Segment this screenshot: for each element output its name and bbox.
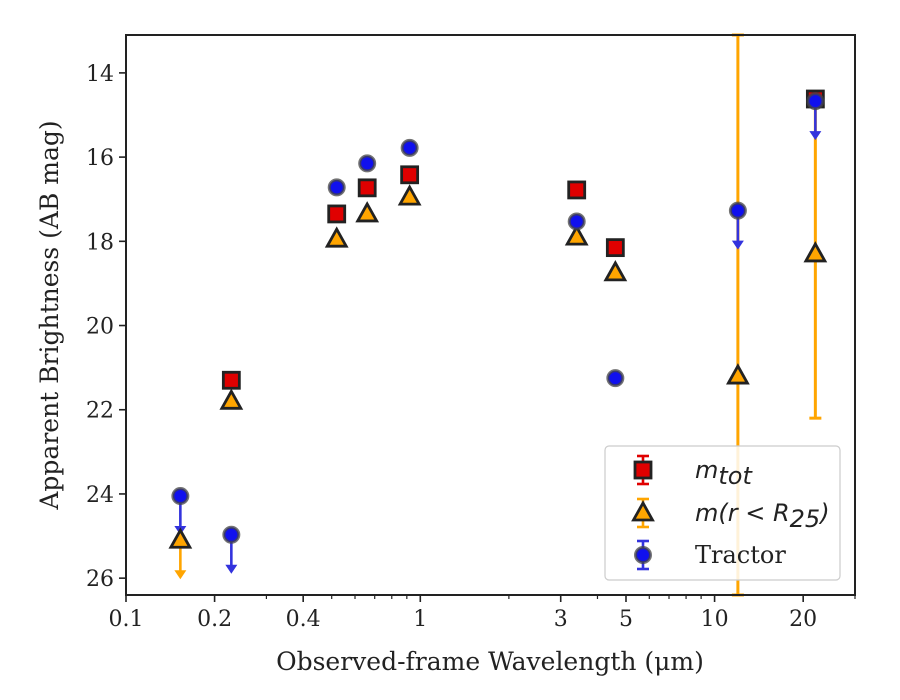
legend-marker [633, 460, 653, 480]
y-tick-label: 14 [86, 62, 114, 87]
marks-layer [168, 33, 828, 597]
y-tick-label: 26 [86, 567, 114, 592]
legend-items: mtot m(r < R25) Tractor [631, 454, 830, 571]
tractor-point [400, 138, 419, 157]
tractor-limit-arrow-head [809, 131, 822, 141]
legend-label: m(r < R25) [695, 499, 830, 533]
tractor-point [358, 154, 377, 173]
y-tick-label: 16 [86, 146, 114, 171]
mr25-point [803, 241, 828, 263]
legend-label: mtot [695, 456, 753, 490]
plot-frame [125, 34, 856, 596]
x-tick-label: 10 [701, 607, 729, 632]
tractor-limit-arrow-head [731, 240, 744, 250]
tractor-point [728, 201, 747, 220]
tractor-point [222, 525, 241, 544]
mr25-point [219, 388, 244, 410]
tractor-point [806, 92, 825, 111]
y-tick-label: 24 [86, 483, 114, 508]
x-tick-label: 5 [619, 607, 633, 632]
y-tick-label: 22 [86, 399, 114, 424]
tractor-point [171, 487, 190, 506]
mr25-point [324, 226, 349, 248]
y-tick-label: 20 [86, 315, 114, 340]
mtot-point [327, 204, 347, 224]
mr25-point [168, 527, 193, 549]
tractor-limit-arrow-head [225, 564, 238, 574]
tractor-point [567, 212, 586, 231]
mr25-limit-arrow-head [174, 570, 187, 580]
mr25-point [355, 201, 380, 223]
mtot-point [567, 180, 587, 200]
mtot-point [357, 178, 377, 198]
x-tick-label: 20 [789, 607, 817, 632]
x-axis-label: Observed-frame Wavelength (μm) [276, 647, 704, 676]
mr25-point [603, 260, 628, 282]
x-tick-label: 0.1 [109, 607, 144, 632]
mtot-point [221, 370, 241, 390]
x-tick-label: 1 [413, 607, 427, 632]
x-tick-label: 3 [554, 607, 568, 632]
legend-label: Tractor [695, 541, 786, 569]
mtot-point [605, 238, 625, 258]
ticks-layer: 0.1 0.2 0.4 1 3 5 10 20 14 16 18 20 22 24 26 [86, 62, 856, 632]
mr25-point [397, 184, 422, 206]
legend-marker [631, 500, 655, 522]
x-tick-label: 0.2 [197, 607, 232, 632]
legend: mtot m(r < R25) Tractor [604, 445, 841, 581]
y-axis-label: Apparent Brightness (AB mag) [35, 120, 64, 510]
y-tick-label: 18 [86, 230, 114, 255]
mtot-point [400, 165, 420, 185]
legend-marker [634, 546, 652, 564]
tractor-point [606, 369, 625, 388]
tractor-point [327, 178, 346, 197]
x-tick-label: 0.4 [286, 607, 321, 632]
legend-box [604, 445, 841, 581]
mr25-point [564, 224, 589, 246]
mr25-point [726, 363, 750, 385]
